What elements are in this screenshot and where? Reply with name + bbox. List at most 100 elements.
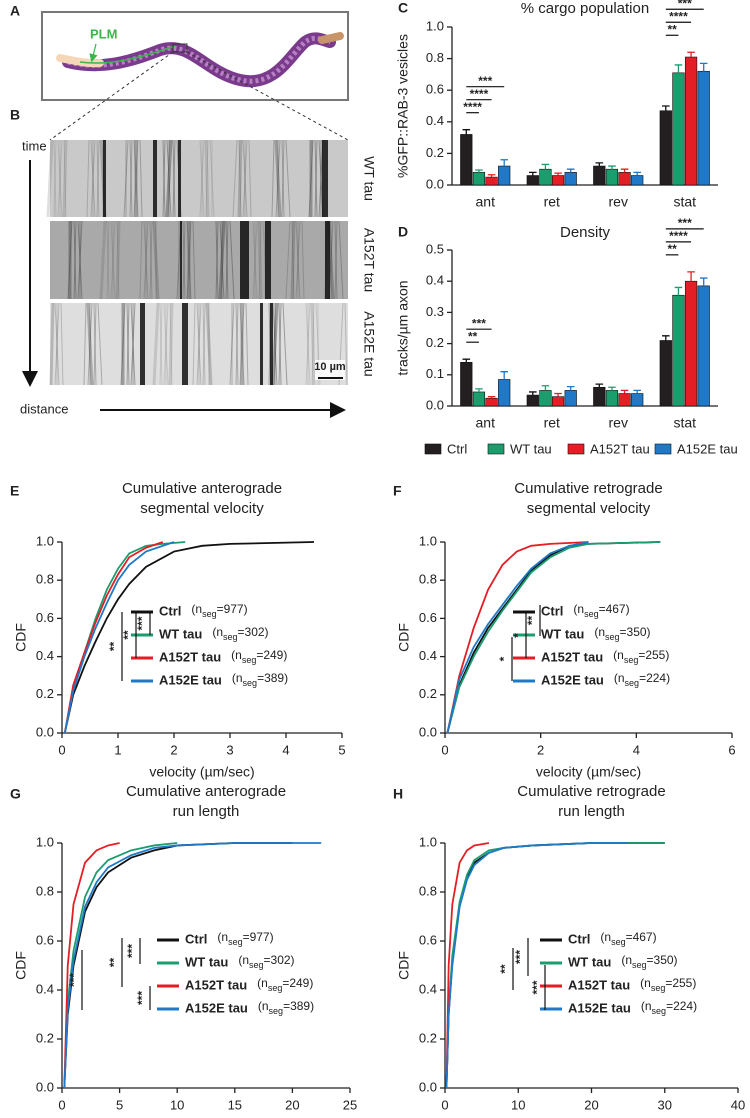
y-tick-label: 0.8 [36, 572, 54, 587]
kymograph-track [240, 221, 249, 299]
note-prefix: (n [212, 625, 223, 639]
kymograph-track [165, 139, 173, 218]
legend-note: (nseg=389) [258, 999, 314, 1016]
x-tick-label: 10 [170, 1097, 184, 1112]
bar [539, 390, 552, 407]
note-prefix: (n [600, 930, 611, 944]
note-suffix: =350) [647, 953, 678, 967]
error-bar [462, 129, 471, 135]
note-suffix: =467) [626, 930, 657, 944]
kymograph-track [281, 139, 285, 218]
kymograph-track [301, 220, 305, 300]
y-axis-label: CDF [13, 951, 29, 980]
y-tick-label: 0.3 [426, 304, 444, 319]
y-tick-label: 1.0 [36, 834, 54, 849]
significance-label: *** [530, 980, 544, 994]
significance-label: ** [468, 329, 478, 343]
note-suffix: =977) [243, 930, 274, 944]
kymograph-track [152, 302, 160, 386]
legend-note: (nseg=224) [614, 671, 670, 688]
kymograph-label: A152T tau [361, 228, 377, 292]
axis-distance: distance [20, 401, 68, 416]
bar [605, 390, 619, 407]
kymograph-track [106, 220, 110, 300]
legend-label: Ctrl [159, 603, 181, 618]
note-prefix: (n [641, 999, 652, 1013]
note-subscript: seg [652, 1006, 667, 1016]
note-prefix: (n [238, 953, 249, 967]
note-subscript: seg [624, 655, 639, 665]
bar [526, 175, 539, 186]
legend-swatch [424, 443, 442, 455]
note-prefix: (n [621, 953, 632, 967]
x-tick-label: stat [673, 194, 696, 210]
x-axis-label: velocity (µm/sec) [149, 764, 254, 780]
y-tick-label: 0.2 [419, 1030, 437, 1045]
legend-label: WT tau [185, 954, 228, 969]
x-tick-label: ant [476, 415, 496, 431]
note-subscript: seg [269, 1006, 284, 1016]
kymograph-track [278, 302, 282, 386]
note-suffix: =389) [257, 671, 288, 685]
kymograph-track [310, 302, 316, 386]
kymograph-track [272, 302, 278, 386]
chart-title: run length [173, 803, 240, 820]
kymograph-track [196, 302, 202, 386]
kymograph-track [126, 302, 130, 386]
kymograph-track [215, 220, 219, 300]
error-bar [699, 62, 708, 72]
kymograph-track [271, 139, 275, 218]
y-tick-label: 0.4 [426, 273, 444, 288]
panel-label: A [10, 3, 20, 19]
note-prefix: (n [231, 648, 242, 662]
kymograph-track [96, 139, 100, 218]
error-bar [487, 395, 496, 399]
kymograph-track [209, 139, 215, 218]
y-tick-label: 0.2 [426, 335, 444, 350]
kymograph-track [133, 139, 139, 218]
kymograph-track [295, 220, 301, 300]
kymograph-track [129, 139, 133, 218]
kymograph-track [239, 302, 245, 386]
y-tick-label: 0.0 [426, 397, 444, 412]
bar [593, 386, 606, 407]
kymograph-track [271, 302, 279, 386]
bar [697, 70, 710, 186]
kymograph-track [235, 302, 239, 386]
error-bar [462, 358, 471, 363]
y-tick-label: 0.6 [36, 610, 54, 625]
kymograph-label: WT tau [361, 156, 377, 201]
kymograph-track [229, 220, 235, 300]
note-prefix: (n [258, 999, 269, 1013]
kymograph-track [60, 302, 64, 386]
legend-note: (nseg=249) [257, 976, 313, 993]
y-axis-label: CDF [396, 623, 412, 652]
kymograph-track [77, 220, 83, 300]
y-tick-label: 0.0 [419, 1079, 437, 1094]
y-tick-label: 0.4 [426, 113, 444, 128]
x-tick-label: 25 [343, 1097, 357, 1112]
kymograph-track [110, 220, 116, 300]
y-tick-label: 0.0 [419, 724, 437, 739]
error-bar [566, 168, 575, 173]
legend-note: (nseg=389) [232, 671, 288, 688]
legend-label: WT tau [568, 954, 611, 969]
y-tick-label: 1.0 [36, 533, 54, 548]
x-tick-label: 0 [441, 742, 448, 757]
cdf-line [63, 541, 164, 734]
kymograph-track [149, 220, 153, 300]
kymograph-track [130, 302, 136, 386]
kymograph-track [63, 139, 67, 218]
kymograph-track [172, 139, 176, 218]
significance-label: *** [478, 74, 492, 88]
legend-label: WT tau [541, 626, 584, 641]
legend-note: (nseg=350) [594, 625, 650, 642]
error-bar [500, 371, 508, 380]
kymograph-track [129, 139, 133, 218]
legend-swatch [487, 443, 505, 455]
kymograph-track [325, 221, 330, 299]
x-tick-label: rev [609, 415, 628, 431]
cdf-line [446, 541, 589, 734]
note-subscript: seg [223, 632, 238, 642]
